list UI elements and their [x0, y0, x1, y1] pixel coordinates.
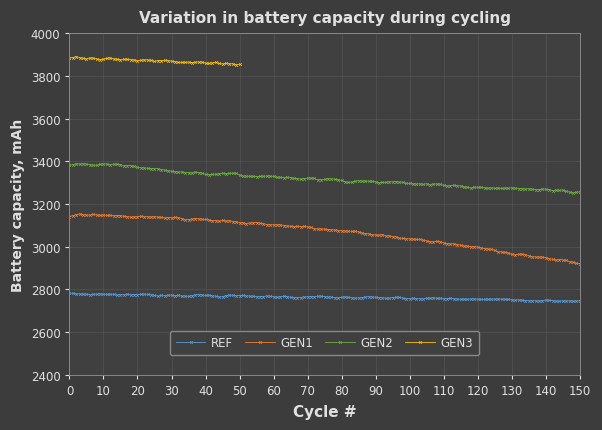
GEN2 — [79, 162, 87, 167]
GEN3 — [191, 61, 199, 66]
Y-axis label: Battery capacity, mAh: Battery capacity, mAh — [11, 118, 25, 291]
REF — [66, 291, 73, 296]
REF — [569, 299, 577, 304]
GEN3 — [66, 56, 73, 61]
GEN1 — [379, 233, 386, 238]
Legend: REF, GEN1, GEN2, GEN3: REF, GEN1, GEN2, GEN3 — [170, 331, 479, 356]
REF — [246, 294, 253, 299]
GEN3 — [107, 56, 114, 61]
GEN2 — [569, 191, 577, 196]
GEN3 — [73, 55, 80, 60]
GEN1 — [426, 240, 433, 245]
Line: GEN3: GEN3 — [68, 56, 241, 67]
GEN1 — [576, 261, 583, 267]
GEN2 — [426, 182, 433, 187]
GEN3 — [229, 62, 237, 67]
GEN3 — [123, 58, 131, 63]
GEN1 — [393, 235, 400, 240]
GEN3 — [120, 58, 128, 63]
GEN3 — [182, 61, 189, 66]
GEN3 — [232, 63, 240, 68]
GEN2 — [250, 175, 257, 180]
GEN3 — [236, 62, 243, 68]
GEN2 — [318, 178, 325, 183]
X-axis label: Cycle #: Cycle # — [293, 404, 356, 419]
REF — [566, 298, 573, 304]
Line: REF: REF — [68, 292, 581, 303]
GEN1 — [66, 215, 73, 220]
GEN1 — [250, 221, 257, 226]
GEN1 — [569, 260, 577, 265]
REF — [314, 294, 321, 299]
GEN2 — [379, 180, 386, 185]
GEN1 — [318, 227, 325, 232]
REF — [423, 296, 430, 301]
GEN2 — [573, 190, 580, 195]
GEN2 — [66, 163, 73, 169]
REF — [389, 295, 396, 301]
Line: GEN1: GEN1 — [68, 213, 581, 265]
REF — [576, 299, 583, 304]
GEN2 — [576, 190, 583, 195]
GEN2 — [393, 180, 400, 185]
Line: GEN2: GEN2 — [68, 163, 581, 195]
Title: Variation in battery capacity during cycling: Variation in battery capacity during cyc… — [138, 11, 510, 26]
REF — [376, 295, 383, 301]
GEN1 — [76, 212, 83, 217]
